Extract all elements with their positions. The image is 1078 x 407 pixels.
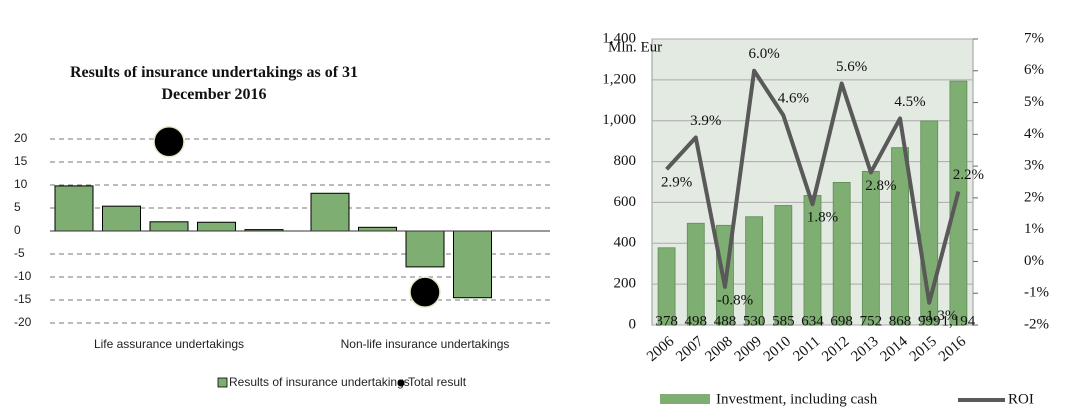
roi-value-label: 4.5%: [894, 94, 925, 110]
y-tick-label: 10: [14, 177, 28, 191]
x-tick-label: 2008: [702, 333, 735, 365]
bar: [149, 221, 189, 232]
roi-value-label: 2.8%: [865, 178, 896, 194]
x-tick-label: Life assurance undertakings: [94, 337, 244, 351]
bar: [358, 226, 397, 232]
y2-tick-label: 3%: [1024, 158, 1044, 174]
bar-value-label: 530: [743, 313, 766, 329]
y-tick-label: 200: [614, 276, 637, 292]
y-tick-label: -15: [14, 292, 32, 306]
roi-line: [665, 68, 961, 305]
roi-value-label: -1.3%: [921, 308, 957, 324]
total-dot: [153, 126, 185, 158]
bar: [310, 192, 350, 232]
roi-value-label: -0.8%: [717, 292, 753, 308]
y2-tick-label: 7%: [1024, 30, 1044, 46]
y2-tick-label: 5%: [1024, 94, 1044, 110]
legend-swatch: [660, 394, 710, 404]
roi-value-label: 5.6%: [836, 59, 867, 75]
bar-value-label: 498: [685, 313, 708, 329]
y-tick-label: 800: [614, 153, 637, 169]
legend-label: Results of insurance undertakings: [229, 375, 410, 389]
y2-tick-label: -2%: [1024, 316, 1049, 332]
y-tick-label: 15: [14, 154, 28, 168]
y2-tick-label: 6%: [1024, 62, 1044, 78]
y-tick-label: 400: [614, 235, 637, 251]
y2-tick-label: 1%: [1024, 221, 1044, 237]
roi-value-label: 2.2%: [953, 167, 984, 183]
bar: [657, 247, 676, 326]
y-tick-label: -10: [14, 269, 32, 283]
bar: [686, 222, 705, 326]
roi-value-label: 6.0%: [749, 46, 780, 62]
roi-value-label: 2.9%: [661, 175, 692, 191]
bar-value-label: 585: [772, 313, 795, 329]
x-tick-label: 2009: [732, 333, 765, 365]
y2-tick-label: 4%: [1024, 126, 1044, 142]
chart-title: Results of insurance undertakings as of …: [69, 64, 359, 103]
bar: [453, 230, 492, 299]
bar-value-label: 378: [655, 313, 678, 329]
x-tick-label: Non-life insurance undertakings: [341, 337, 510, 351]
bar-value-label: 752: [860, 313, 883, 329]
x-tick-label: 2011: [790, 333, 823, 364]
y2-tick-label: -1%: [1024, 285, 1049, 301]
bar: [54, 185, 94, 232]
bar-value-label: 868: [889, 313, 912, 329]
bar: [774, 205, 793, 326]
x-tick-label: 2006: [644, 333, 678, 365]
roi-value-label: 4.6%: [778, 91, 809, 107]
legend-swatch: [217, 377, 228, 388]
x-tick-label: 2010: [761, 333, 794, 365]
bar: [745, 216, 764, 326]
bar: [861, 170, 880, 326]
y-tick-label: 1,000: [602, 112, 636, 128]
total-dot: [409, 276, 441, 308]
y-tick-label: 0: [14, 223, 21, 237]
y-tick-label: 1,200: [602, 71, 636, 87]
bar: [405, 230, 445, 268]
x-tick-label: 2013: [848, 333, 881, 365]
bar-value-label: 698: [830, 313, 853, 329]
y-tick-label: 20: [14, 131, 28, 145]
x-tick-label: 2015: [907, 333, 940, 365]
bar: [949, 80, 968, 326]
roi-value-label: 3.9%: [690, 113, 721, 129]
x-tick-label: 2007: [673, 333, 707, 365]
bar: [891, 147, 909, 326]
bar-value-label: 634: [801, 313, 824, 329]
y2-tick-label: 0%: [1024, 253, 1044, 269]
bar-value-label: 488: [714, 313, 737, 329]
bar: [803, 195, 822, 326]
bar-value-label: 999: [918, 313, 941, 329]
legend-label: Investment, including cash: [716, 391, 878, 407]
bar: [102, 205, 141, 232]
legend-label: ROI: [1008, 391, 1034, 407]
roi-value-label: 1.8%: [807, 210, 838, 226]
y-tick-label: 5: [14, 200, 21, 214]
bar: [197, 221, 236, 232]
y-tick-label: 0: [629, 316, 637, 332]
x-tick-label: 2016: [936, 333, 970, 365]
x-tick-label: 2012: [819, 333, 852, 365]
y-axis-label: Mln. Eur: [608, 39, 662, 55]
y2-tick-label: 2%: [1024, 189, 1044, 205]
y-tick-label: -5: [14, 246, 25, 260]
x-tick-label: 2014: [878, 333, 912, 365]
y-tick-label: -20: [14, 315, 32, 329]
legend-label: Total result: [408, 375, 467, 389]
y-tick-label: 600: [614, 194, 637, 210]
legend-dot: [397, 379, 405, 387]
y-tick-label: 1,400: [602, 30, 636, 46]
bar: [832, 182, 851, 326]
bar-value-label: 1,194: [942, 313, 976, 329]
